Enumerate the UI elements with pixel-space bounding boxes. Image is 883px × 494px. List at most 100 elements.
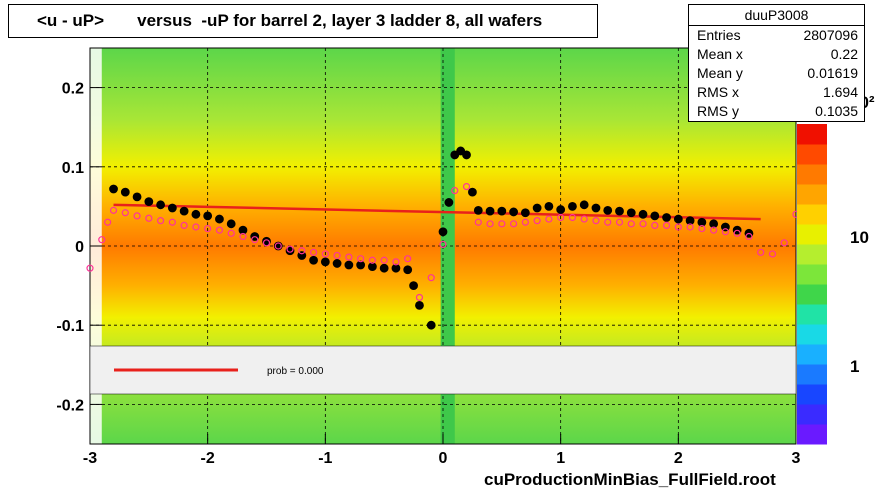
mean-point [545, 215, 553, 223]
mean-point [674, 223, 682, 231]
profile-point [462, 150, 471, 160]
profile-point [468, 187, 477, 197]
y-axis: -0.2 -0.1 0 0.1 0.2 [56, 81, 102, 414]
mean-point [333, 251, 341, 260]
profile-point [179, 206, 189, 216]
mean-point [274, 242, 282, 250]
profile-point [203, 211, 213, 221]
mean-point [580, 215, 588, 223]
scale-band [797, 184, 827, 205]
mean-point [604, 218, 612, 226]
mean-point [509, 220, 518, 228]
mean-point [192, 223, 200, 231]
profile-point [109, 184, 118, 194]
mean-point [380, 256, 388, 264]
mean-point [627, 220, 635, 228]
mean-point [533, 217, 541, 225]
profile-point [309, 255, 318, 265]
profile-point [262, 236, 271, 246]
profile-point [368, 262, 377, 271]
mean-point [168, 218, 176, 226]
scale-band [797, 384, 827, 405]
mean-point [639, 220, 647, 228]
profile-point [485, 206, 495, 216]
profile-point [591, 203, 601, 213]
data-marks [86, 146, 800, 330]
mean-point [662, 221, 671, 230]
mean-point [215, 226, 224, 234]
stats-value: 0.01619 [807, 65, 858, 81]
mean-point [145, 214, 153, 222]
stats-row: RMS y 0.1035 [689, 102, 864, 121]
x-tick-label: 3 [792, 450, 801, 467]
profile-point [403, 265, 413, 275]
scale-band [797, 144, 827, 165]
profile-point [320, 257, 330, 267]
mean-point [86, 264, 94, 272]
profile-point [603, 205, 613, 215]
scale-band [797, 224, 827, 245]
y-tick-label: 0.1 [62, 160, 84, 177]
profile-point [215, 214, 224, 224]
profile-point [662, 213, 671, 222]
mean-point [568, 213, 577, 222]
stats-label: Entries [697, 27, 741, 43]
chart-title: <u - uP> versus -uP for barrel 2, layer … [8, 4, 598, 38]
stats-label: RMS y [697, 103, 739, 119]
stats-label: Mean y [697, 65, 743, 81]
mean-point [757, 248, 765, 256]
mean-point [745, 232, 753, 241]
mean-point [204, 224, 212, 233]
scale-band [797, 264, 827, 285]
profile-point [473, 205, 483, 215]
scale-band [797, 304, 827, 325]
mean-point [404, 255, 412, 263]
profile-point [285, 246, 295, 256]
stats-label: RMS x [697, 84, 739, 100]
profile-point [509, 207, 518, 217]
mean-point [439, 240, 447, 249]
profile-point [226, 219, 236, 229]
scale-band [797, 344, 827, 365]
mean-point [710, 226, 718, 234]
profile-point [615, 206, 624, 216]
mean-point [368, 256, 376, 264]
mean-point [309, 248, 318, 256]
profile-point [167, 203, 177, 213]
profile-point [685, 216, 695, 226]
profile-point [568, 201, 577, 211]
profile-point [456, 146, 466, 156]
scale-band [797, 404, 827, 425]
profile-point [450, 150, 460, 160]
profile-point [650, 211, 660, 221]
mean-point [251, 236, 259, 244]
y-tick-label: 0 [75, 239, 84, 256]
profile-point [332, 259, 342, 268]
stats-label: Mean x [697, 46, 743, 62]
mean-point [651, 221, 659, 230]
x-tick-label: 2 [674, 450, 683, 467]
scale-label: 10 [850, 228, 869, 247]
profile-point [579, 200, 589, 210]
profile-point [356, 260, 366, 270]
y-tick-label: -0.1 [56, 318, 84, 335]
profile-point [497, 206, 507, 216]
mean-point [521, 218, 529, 226]
profile-point [438, 227, 448, 237]
scale-band [797, 124, 827, 145]
profile-point [626, 208, 636, 218]
mean-point [157, 217, 165, 225]
stats-value: 0.1035 [815, 103, 858, 119]
profile-point [556, 205, 566, 214]
x-tick-label: 0 [439, 450, 448, 467]
mean-point [415, 293, 424, 302]
profile-point [444, 198, 454, 207]
mean-point [474, 218, 482, 226]
stats-value: 1.694 [822, 84, 858, 100]
mean-point [286, 245, 294, 253]
mean-point [733, 229, 741, 237]
heatmap-band [440, 48, 455, 444]
mean-point [557, 213, 565, 222]
mean-point [698, 224, 706, 233]
